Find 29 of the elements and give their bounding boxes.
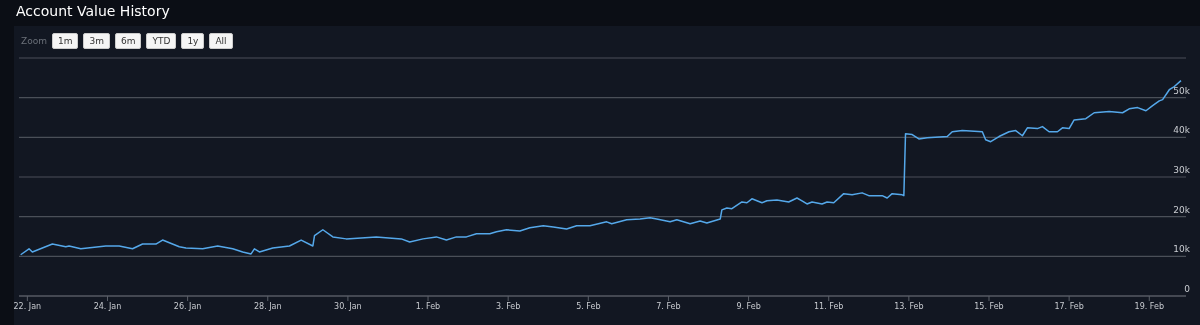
x-tick-label: 15. Feb (974, 301, 1004, 311)
x-tick-label: 26. Jan (173, 301, 202, 311)
y-tick-label: 30k (1173, 165, 1191, 175)
chart-title: Account Value History (16, 3, 170, 19)
x-tick-label: 1. Feb (415, 301, 441, 311)
text: All (209, 33, 233, 49)
y-tick-label: 50k (1173, 85, 1191, 96)
y-tick-label: 20k (1173, 204, 1191, 215)
y-tick-label: 40k (1173, 125, 1191, 136)
y-tick-label: 0 (1184, 284, 1191, 294)
x-tick-label: 13. Feb (894, 301, 924, 311)
x-tick-label: 24. Jan (93, 301, 122, 311)
text: 3m (83, 33, 110, 49)
x-tick-label: 22. Jan (13, 301, 42, 311)
x-tick-label: 11. Feb (814, 301, 844, 311)
text: 6m (114, 33, 142, 49)
text: 1m (51, 33, 79, 49)
x-tick-label: 28. Jan (253, 301, 282, 311)
x-tick-label: 19. Feb (1134, 301, 1164, 311)
y-tick-label: 10k (1173, 244, 1191, 255)
x-tick-label: 17. Feb (1054, 301, 1084, 311)
x-tick-label: 7. Feb (656, 301, 681, 311)
x-tick-label: 5. Feb (576, 301, 601, 311)
x-tick-label: 30. Jan (334, 301, 362, 311)
text: YTD (146, 33, 177, 49)
x-tick-label: 3. Feb (496, 301, 521, 311)
x-tick-label: 9. Feb (736, 301, 761, 311)
text: Zoom (21, 36, 47, 46)
text: 1y (181, 33, 205, 49)
